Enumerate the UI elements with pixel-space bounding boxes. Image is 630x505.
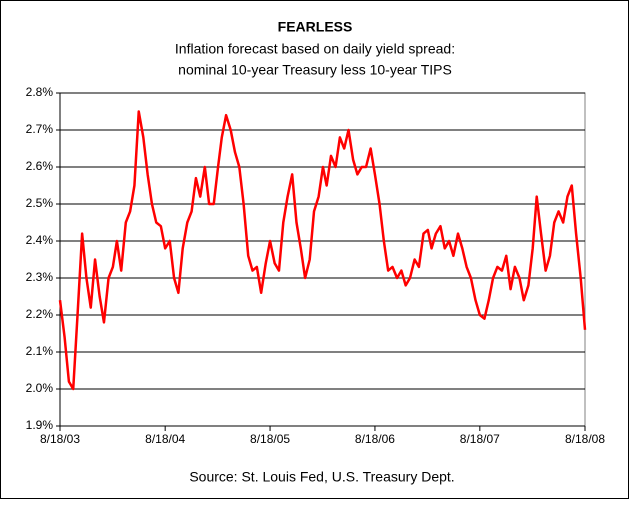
y-tick-label: 2.3% bbox=[26, 270, 54, 284]
y-tick-label: 2.8% bbox=[26, 85, 54, 99]
x-tick-label: 8/18/06 bbox=[355, 432, 395, 446]
y-tick-label: 1.9% bbox=[26, 418, 54, 432]
x-tick-label: 8/18/03 bbox=[40, 432, 80, 446]
source-note: Source: St. Louis Fed, U.S. Treasury Dep… bbox=[189, 469, 454, 485]
y-tick-label: 2.6% bbox=[26, 159, 54, 173]
x-tick-label: 8/18/04 bbox=[145, 432, 185, 446]
plot-area bbox=[59, 92, 586, 427]
y-tick-label: 2.4% bbox=[26, 233, 54, 247]
x-tick-label: 8/18/08 bbox=[565, 432, 605, 446]
x-tick-label: 8/18/05 bbox=[250, 432, 290, 446]
y-tick-label: 2.0% bbox=[26, 381, 54, 395]
y-tick-label: 2.5% bbox=[26, 196, 54, 210]
y-tick-label: 2.1% bbox=[26, 344, 54, 358]
x-tick-label: 8/18/07 bbox=[460, 432, 500, 446]
chart-subtitle: nominal 10-year Treasury less 10-year TI… bbox=[178, 62, 452, 78]
data-line bbox=[58, 110, 587, 391]
chart-title: FEARLESS bbox=[278, 19, 353, 35]
y-tick-label: 2.7% bbox=[26, 122, 54, 136]
y-tick-label: 2.2% bbox=[26, 307, 54, 321]
chart-subtitle: Inflation forecast based on daily yield … bbox=[175, 41, 455, 57]
